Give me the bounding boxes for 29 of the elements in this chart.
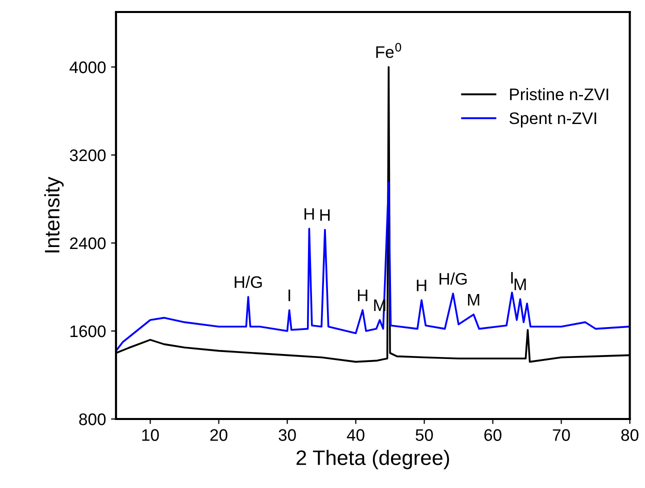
y-axis-title: Intensity [44,176,64,252]
annotation: H/G [440,272,467,285]
x-tick-label: 10 [142,429,159,441]
x-tick-label: 70 [552,429,570,441]
x-tick-label: 20 [210,429,228,441]
x-tick-label: 50 [416,429,433,441]
x-tick-label: 30 [278,429,296,441]
y-tick-label: 1600 [70,325,106,338]
legend-label: Pristine n-ZVI [510,88,608,100]
annotation: M [468,294,480,306]
annotation: H [320,209,330,221]
y-tick-label: 3200 [70,149,106,162]
x-axis-title: 2 Theta (degree) [296,450,450,470]
annotation: H/G [234,276,262,288]
x-tick-label: 60 [484,429,502,441]
annotation: I [511,272,513,284]
y-tick-label: 2400 [70,237,106,250]
x-tick-label: 40 [346,429,364,441]
line-series [116,182,630,352]
y-tick-label: 800 [79,413,106,426]
annotation: H [416,280,426,292]
annotation: H [304,208,314,220]
annotation: Fe$^{0}$ [376,42,402,58]
annotation: H [358,290,368,302]
y-tick-label: 4000 [70,61,106,74]
annotation: I [288,290,290,302]
legend-label: Spent n-ZVI [509,112,596,128]
annotation: M [514,278,526,290]
x-tick-label: 80 [621,429,638,441]
